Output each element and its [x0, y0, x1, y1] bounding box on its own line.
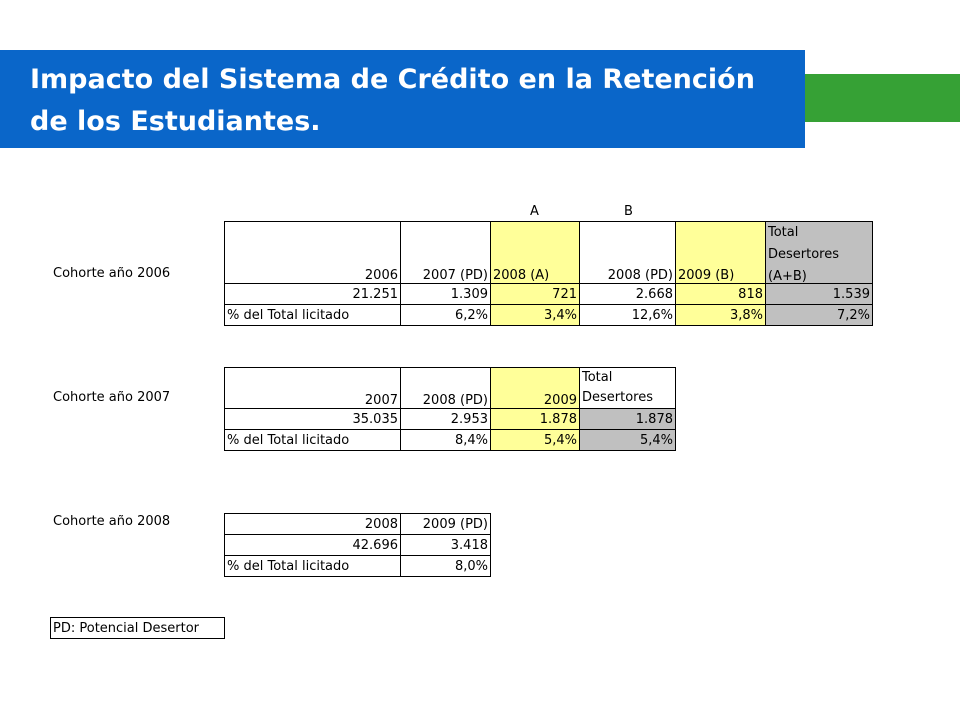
header-cell: 2009 (B) — [675, 221, 766, 284]
cohort-2008-label: Cohorte año 2008 — [53, 514, 171, 529]
accent-bar — [805, 74, 960, 122]
count-cell: 2.668 — [579, 283, 676, 305]
pct-label-cell: % del Total licitado — [224, 429, 401, 451]
pct-label-cell: % del Total licitado — [224, 555, 401, 577]
header-cell: 2008 (A) — [490, 221, 580, 284]
count-cell: 21.251 — [224, 283, 401, 305]
header-cell: 2008 (PD) — [579, 221, 676, 284]
header-cell: 2007 (PD) — [400, 221, 491, 284]
header-cell: 2009 — [490, 367, 580, 409]
pct-cell: 7,2% — [765, 304, 873, 326]
marker-b: B — [624, 204, 633, 219]
title-line-1: Impacto del Sistema de Crédito en la Ret… — [30, 64, 755, 95]
title-banner — [0, 50, 805, 148]
pct-cell: 3,4% — [490, 304, 580, 326]
pct-cell: 6,2% — [400, 304, 491, 326]
count-cell: 35.035 — [224, 408, 401, 430]
pct-cell: 8,4% — [400, 429, 491, 451]
count-cell: 1.309 — [400, 283, 491, 305]
pct-cell: 3,8% — [675, 304, 766, 326]
total-header-cell: Total Desertores — [579, 367, 676, 409]
pct-cell: 5,4% — [490, 429, 580, 451]
count-cell: 721 — [490, 283, 580, 305]
title-line-2: de los Estudiantes. — [30, 106, 321, 137]
total-header-cell: Total Desertores (A+B) — [765, 221, 873, 284]
pct-cell: 8,0% — [400, 555, 491, 577]
count-cell: 818 — [675, 283, 766, 305]
pct-cell: 12,6% — [579, 304, 676, 326]
count-cell: 1.878 — [490, 408, 580, 430]
cohort-2006-label: Cohorte año 2006 — [53, 266, 171, 281]
count-cell: 42.696 — [224, 534, 401, 556]
header-cell: 2008 (PD) — [400, 367, 491, 409]
count-cell: 1.878 — [579, 408, 676, 430]
count-cell: 1.539 — [765, 283, 873, 305]
header-cell: 2008 — [224, 513, 401, 535]
pct-cell: 5,4% — [579, 429, 676, 451]
header-cell: 2006 — [224, 221, 401, 284]
slide-title: Impacto del Sistema de Crédito en la Ret… — [30, 59, 790, 143]
cohort-2007-label: Cohorte año 2007 — [53, 390, 171, 405]
marker-a: A — [530, 204, 539, 219]
header-cell: 2009 (PD) — [400, 513, 491, 535]
count-cell: 2.953 — [400, 408, 491, 430]
header-cell: 2007 — [224, 367, 401, 409]
pct-label-cell: % del Total licitado — [224, 304, 401, 326]
count-cell: 3.418 — [400, 534, 491, 556]
legend-box: PD: Potencial Desertor — [50, 617, 225, 639]
